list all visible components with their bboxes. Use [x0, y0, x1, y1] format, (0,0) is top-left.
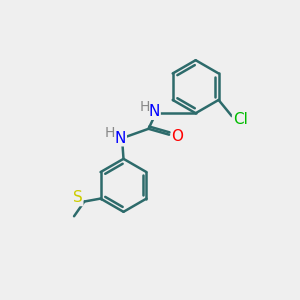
Text: H: H — [104, 126, 115, 140]
Text: H: H — [140, 100, 150, 114]
Text: O: O — [171, 129, 183, 144]
Text: N: N — [115, 131, 126, 146]
Text: Cl: Cl — [232, 112, 247, 127]
Text: N: N — [149, 104, 160, 119]
Text: S: S — [73, 190, 83, 206]
